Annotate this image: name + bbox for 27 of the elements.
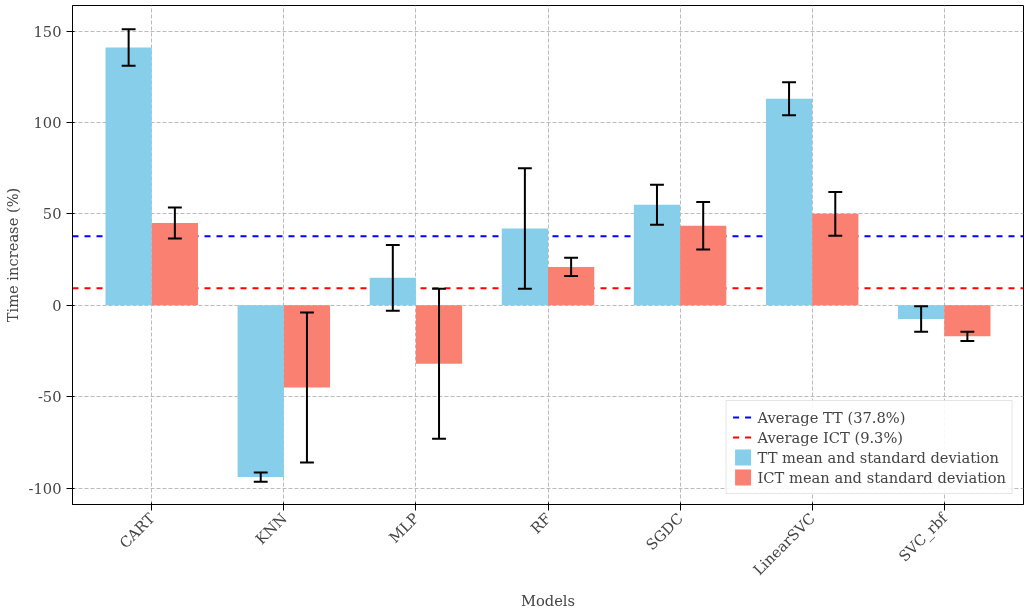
- bar: [633, 204, 681, 306]
- y-tick-label: -100: [28, 479, 62, 497]
- y-tick-label: 50: [42, 205, 62, 223]
- y-axis-title: Time increase (%): [3, 187, 21, 323]
- bar: [898, 305, 945, 319]
- y-tick-label: 0: [52, 296, 62, 314]
- bar: [944, 305, 991, 337]
- x-tick-label: RF: [527, 509, 555, 537]
- legend-label: TT mean and standard deviation: [757, 448, 1000, 466]
- bar: [151, 223, 198, 306]
- bar: [415, 305, 463, 364]
- y-tick-label: 100: [33, 113, 62, 131]
- legend-label: Average TT (37.8%): [757, 408, 906, 426]
- y-tick-label: 150: [33, 22, 62, 40]
- bar: [283, 305, 331, 388]
- bar: [105, 47, 152, 306]
- legend-label: Average ICT (9.3%): [757, 428, 904, 446]
- bar: [501, 228, 548, 306]
- bar: [812, 213, 859, 306]
- y-tick-label: -50: [37, 388, 62, 406]
- bar: [369, 277, 416, 306]
- bar: [680, 225, 727, 306]
- bar: [237, 305, 284, 478]
- bar: [765, 98, 813, 306]
- bar: [548, 266, 595, 306]
- legend-label: ICT mean and standard deviation: [757, 468, 1006, 486]
- x-axis-title: Models: [520, 592, 576, 610]
